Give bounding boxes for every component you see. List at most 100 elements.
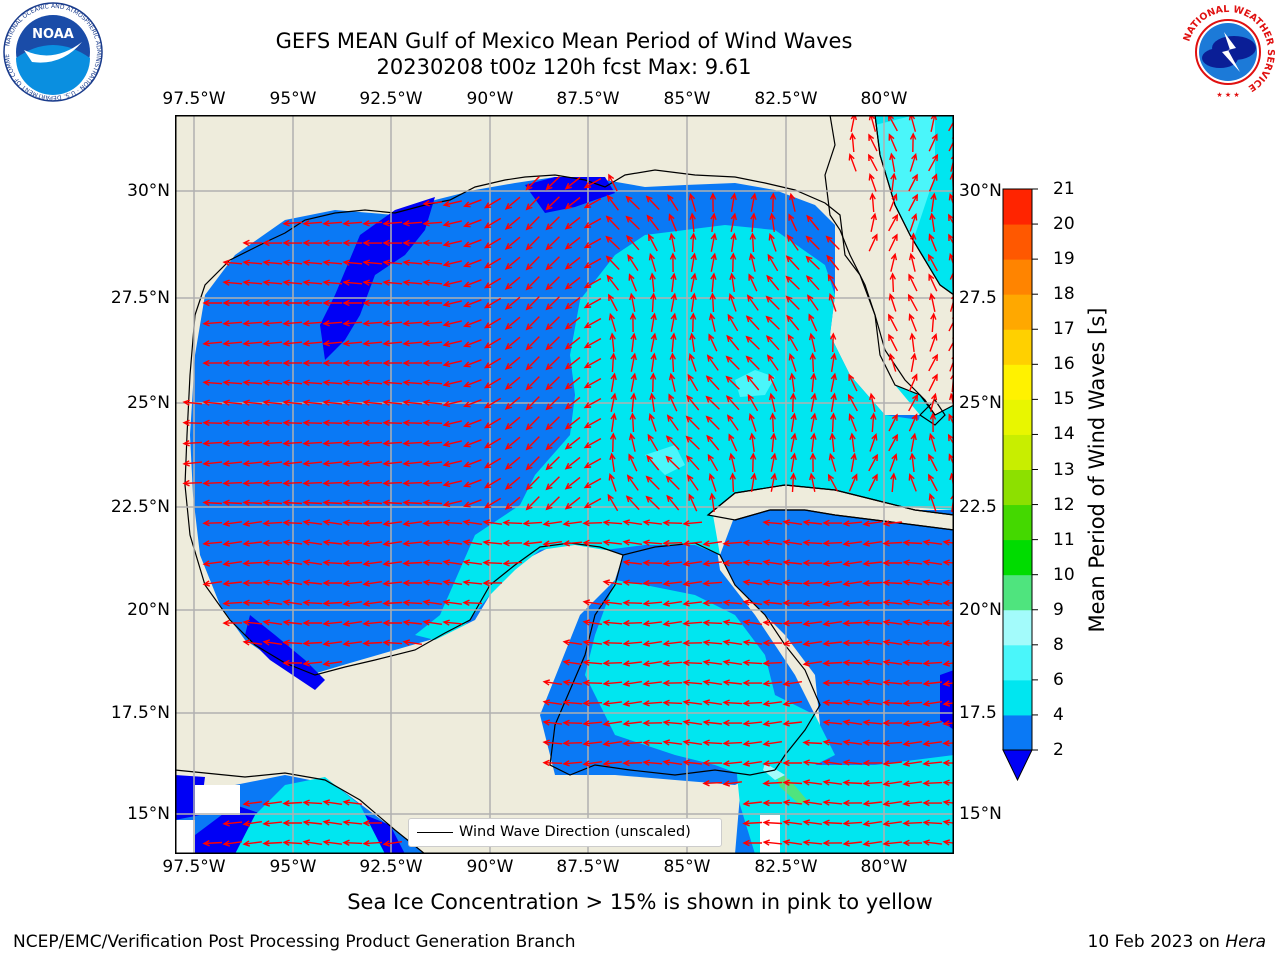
wind-wave-arrow: [908, 252, 916, 272]
wind-wave-arrow: [908, 115, 917, 132]
wind-wave-arrow: [762, 659, 783, 667]
wind-wave-arrow: [662, 640, 682, 647]
wind-wave-arrow: [605, 215, 620, 230]
wind-wave-arrow: [888, 352, 897, 372]
wind-wave-arrow: [422, 220, 443, 227]
x-tick-label: 82.5°W: [754, 89, 818, 109]
wind-wave-arrow: [422, 279, 443, 286]
y-tick-label: 22.5: [959, 497, 997, 517]
wind-wave-arrow: [770, 452, 777, 472]
wind-wave-arrow: [222, 460, 243, 467]
wind-wave-arrow: [822, 739, 842, 746]
wind-wave-arrow: [805, 235, 820, 250]
wind-wave-arrow: [342, 439, 363, 447]
wind-wave-arrow: [402, 239, 423, 247]
wind-wave-arrow: [722, 619, 742, 626]
wind-wave-arrow: [202, 499, 223, 507]
wind-wave-arrow: [868, 153, 878, 172]
wind-wave-arrow: [402, 639, 423, 646]
wind-wave-arrow: [882, 800, 903, 807]
wind-wave-arrow: [422, 579, 442, 586]
wind-wave-arrow: [602, 720, 623, 727]
wind-wave-arrow: [705, 395, 720, 410]
wind-wave-arrow: [463, 239, 482, 248]
wind-wave-arrow: [362, 580, 383, 587]
wind-wave-arrow: [342, 239, 363, 247]
wind-wave-arrow: [928, 173, 938, 192]
wind-wave-arrow: [822, 799, 843, 806]
wind-wave-arrow: [382, 599, 403, 607]
wind-wave-arrow: [242, 639, 262, 646]
wind-wave-arrow: [862, 779, 883, 787]
wind-wave-arrow: [608, 173, 618, 192]
x-tick-label: 95°W: [269, 857, 317, 877]
colorbar-cell: [1003, 189, 1032, 225]
wind-wave-arrow: [282, 799, 303, 807]
wind-wave-arrow: [742, 720, 763, 727]
wind-wave-arrow: [929, 412, 937, 433]
wind-wave-arrow: [802, 559, 823, 567]
wind-wave-arrow: [463, 279, 482, 288]
wind-wave-arrow: [362, 320, 383, 327]
wind-wave-arrow: [748, 252, 756, 272]
y-tick-label: 20°N: [959, 600, 1002, 620]
wind-wave-arrow: [262, 419, 283, 427]
wind-wave-arrow: [442, 340, 462, 348]
wind-wave-arrow: [302, 340, 323, 347]
wind-wave-arrow: [608, 473, 617, 492]
wind-wave-arrow: [582, 659, 603, 666]
wind-wave-arrow: [402, 439, 423, 447]
wind-wave-arrow: [564, 176, 581, 190]
wind-wave-arrow: [463, 259, 482, 268]
wind-wave-arrow: [562, 699, 583, 706]
wind-wave-arrow: [750, 212, 757, 233]
wind-wave-arrow: [830, 392, 837, 413]
wind-wave-arrow: [930, 312, 937, 333]
colorbar-cell: [1003, 539, 1032, 576]
wind-wave-arrow: [463, 499, 482, 508]
wind-wave-arrow: [202, 439, 223, 447]
region-under-2s: [940, 670, 954, 730]
wind-wave-arrow: [725, 375, 740, 390]
wind-wave-arrow: [822, 839, 843, 847]
wind-wave-arrow: [648, 413, 657, 432]
colorbar-tick-label: 13: [1053, 459, 1075, 480]
colorbar-cell: [1003, 329, 1032, 365]
wind-wave-arrow: [762, 720, 783, 727]
wind-wave-arrow: [545, 176, 560, 191]
wind-wave-arrow: [686, 474, 699, 491]
wind-wave-arrow: [422, 379, 443, 386]
wind-wave-arrow: [829, 332, 837, 353]
wind-wave-arrow: [768, 392, 776, 412]
wind-wave-arrow: [682, 639, 703, 647]
wind-wave-arrow: [302, 519, 322, 526]
wind-wave-arrow: [382, 580, 403, 587]
x-tick-label: 85°W: [663, 89, 711, 109]
wind-wave-arrow: [402, 579, 422, 587]
wind-wave-arrow: [822, 719, 842, 726]
wind-wave-arrow: [222, 520, 242, 527]
wind-wave-arrow: [669, 352, 677, 373]
wind-wave-arrow: [483, 377, 502, 389]
wind-wave-arrow: [483, 337, 502, 349]
wind-wave-arrow: [242, 479, 263, 487]
wind-wave-arrow: [870, 412, 877, 433]
wind-wave-arrow: [630, 392, 637, 413]
wind-wave-arrow: [745, 335, 760, 350]
wind-wave-arrow: [702, 580, 723, 587]
map-legend: Wind Wave Direction (unscaled): [408, 818, 722, 847]
wind-wave-arrow: [442, 360, 462, 368]
y-tick-label: 27.5°N: [110, 288, 170, 308]
wind-wave-arrow: [862, 659, 882, 666]
wind-wave-arrow: [222, 840, 242, 847]
wind-wave-arrow: [202, 479, 223, 487]
wind-wave-arrow: [202, 379, 223, 386]
wind-wave-arrow: [908, 193, 918, 212]
wind-wave-arrow: [422, 460, 443, 467]
wind-wave-arrow: [662, 600, 683, 607]
wind-wave-arrow: [362, 519, 383, 527]
wind-wave-arrow: [564, 216, 581, 230]
wind-wave-arrow: [922, 760, 943, 767]
wind-wave-arrow: [729, 272, 736, 293]
wind-wave-arrow: [722, 760, 743, 767]
